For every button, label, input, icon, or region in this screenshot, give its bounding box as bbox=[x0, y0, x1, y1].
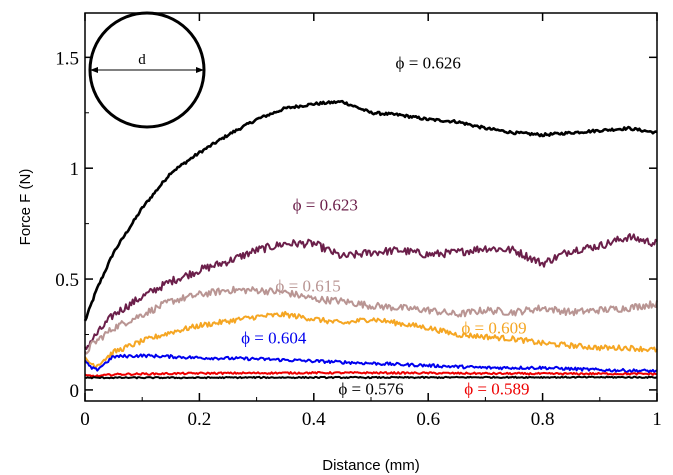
ticks-group: 0 0.2 0.4 0.6 0.8 1 0 0.5 1 1.5 bbox=[55, 13, 662, 430]
series-line-6 bbox=[84, 375, 658, 380]
inset-diagram: d bbox=[88, 11, 206, 129]
series-label: ϕ = 0.589 bbox=[464, 379, 529, 398]
series-label: ϕ = 0.615 bbox=[275, 276, 340, 295]
x-tick-label: 0 bbox=[80, 409, 90, 430]
y-tick-label: 0.5 bbox=[55, 270, 79, 291]
y-tick-label: 1.5 bbox=[55, 48, 79, 69]
series-label: ϕ = 0.576 bbox=[338, 379, 403, 398]
series-label: ϕ = 0.626 bbox=[396, 53, 461, 72]
y-axis-title: Force F (N) bbox=[17, 169, 34, 246]
series-line-4 bbox=[84, 353, 658, 374]
x-tick-label: 0.2 bbox=[188, 409, 212, 430]
series-group bbox=[83, 99, 658, 380]
x-axis-title: Distance (mm) bbox=[322, 457, 420, 474]
y-tick-label: 1 bbox=[70, 159, 80, 180]
series-label: ϕ = 0.609 bbox=[461, 318, 526, 337]
inset-arrowhead-right bbox=[196, 67, 204, 73]
series-line-0 bbox=[83, 99, 658, 322]
series-line-3 bbox=[84, 310, 658, 369]
series-line-2 bbox=[84, 285, 658, 355]
x-tick-label: 0.6 bbox=[416, 409, 440, 430]
series-label: ϕ = 0.604 bbox=[241, 328, 307, 347]
x-tick-label: 0.8 bbox=[531, 409, 555, 430]
series-label: ϕ = 0.623 bbox=[293, 195, 358, 214]
y-tick-label: 0 bbox=[70, 381, 80, 402]
series-line-5 bbox=[84, 371, 658, 378]
x-tick-label: 0.4 bbox=[302, 409, 326, 430]
inset-label: d bbox=[138, 52, 146, 68]
x-tick-label: 1 bbox=[652, 409, 662, 430]
series-line-1 bbox=[84, 233, 658, 350]
inset-arrowhead-left bbox=[90, 67, 98, 73]
annotations-group: ϕ = 0.626 ϕ = 0.623 ϕ = 0.615 ϕ = 0.609 ϕ = … bbox=[241, 53, 529, 398]
